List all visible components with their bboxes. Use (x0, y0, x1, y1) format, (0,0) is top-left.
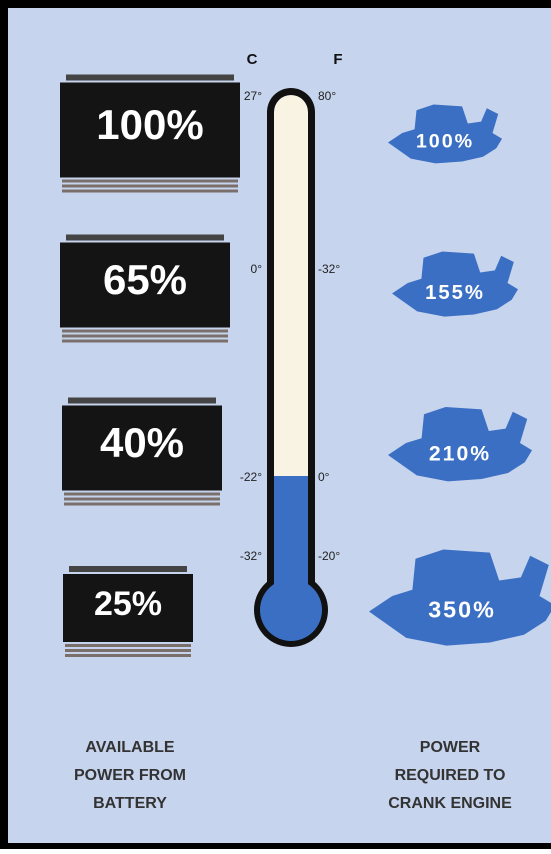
celsius-label: -32° (240, 549, 262, 563)
battery-stripe (62, 340, 228, 343)
battery-label: 40% (100, 419, 184, 466)
battery-stripe (62, 185, 238, 188)
battery: 40% (62, 398, 222, 506)
caption-line: BATTERY (93, 795, 167, 812)
battery-label: 100% (96, 101, 203, 148)
engine-label: 350% (428, 597, 496, 623)
battery-top (66, 235, 224, 241)
battery-stripe (65, 654, 191, 657)
bulb (260, 579, 322, 641)
celsius-label: 0° (251, 262, 263, 276)
engine-label: 155% (425, 282, 485, 304)
battery-stripe (64, 493, 220, 496)
engine-label: 210% (429, 443, 491, 466)
battery-top (66, 75, 234, 81)
fahrenheit-header: F (333, 51, 342, 68)
engine-label: 100% (416, 131, 474, 153)
battery: 100% (60, 75, 240, 193)
battery-label: 65% (103, 256, 187, 303)
battery-stripe (62, 180, 238, 183)
celsius-label: 27° (244, 89, 262, 103)
fahrenheit-label: 80° (318, 89, 336, 103)
battery-top (69, 566, 187, 572)
battery-stripe (65, 649, 191, 652)
battery-stripe (64, 498, 220, 501)
battery-label: 25% (94, 585, 162, 623)
celsius-header: C (247, 51, 258, 68)
battery-stripe (62, 330, 228, 333)
battery-top (68, 398, 216, 404)
battery-stripe (65, 644, 191, 647)
caption-line: POWER (420, 739, 481, 756)
caption-line: AVAILABLE (85, 739, 175, 756)
infographic: C F 100% 65% 40% 25% 100% 155% 210% 350% 27° 80° 0… (0, 0, 551, 849)
celsius-label: -22° (240, 470, 262, 484)
battery-stripe (64, 503, 220, 506)
caption-line: REQUIRED TO (395, 767, 506, 784)
caption-line: CRANK ENGINE (388, 795, 512, 812)
battery-stripe (62, 335, 228, 338)
fahrenheit-label: -32° (318, 262, 340, 276)
fahrenheit-label: 0° (318, 470, 330, 484)
fahrenheit-label: -20° (318, 549, 340, 563)
battery-stripe (62, 190, 238, 193)
battery: 65% (60, 235, 230, 343)
caption-line: POWER FROM (74, 767, 186, 784)
